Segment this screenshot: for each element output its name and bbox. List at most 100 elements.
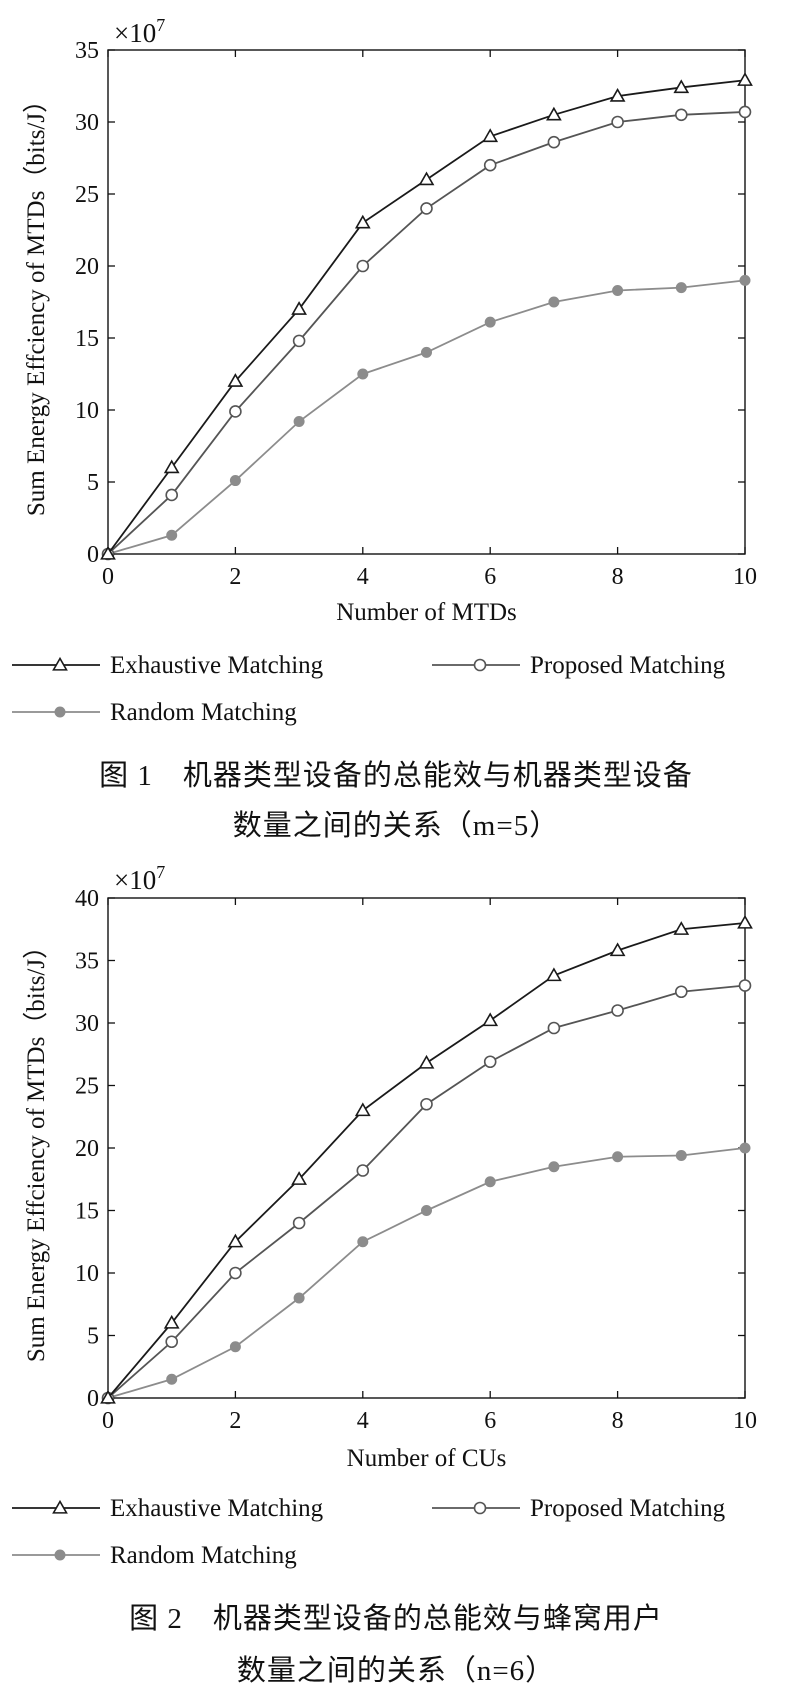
data-point [292,334,306,348]
x-tick-label: 0 [102,564,114,590]
figure-caption-line2: 数量之间的关系（m=5） [233,809,559,842]
legend-marker [54,1549,66,1561]
data-point [611,115,624,129]
data-point [166,1373,178,1385]
y-tick-label: 30 [75,1011,99,1037]
chart-1: 0 5 10 15 20 25 30 35 0 2 4 6 8 10 ×107 Number of MTDs S… [12,15,757,842]
data-point [612,284,624,296]
y-axis-label: Sum Energy Effciency of MTDs（bits/J） [22,88,50,516]
data-point [739,274,751,286]
x-tick-label: 8 [612,1408,624,1434]
x-tick-label: 4 [357,1408,369,1434]
y-tick-label: 15 [75,1199,99,1225]
data-point [354,1102,371,1117]
x-tick-label: 8 [612,564,624,590]
x-tick-label: 6 [484,564,496,590]
legend-marker [473,1501,487,1515]
y-tick-label: 40 [75,886,99,912]
data-point [421,346,432,358]
y-tick-label: 0 [87,542,99,568]
y-tick-label: 10 [75,398,99,424]
multiplier-exponent: 7 [156,15,165,35]
data-point [483,158,497,172]
axis-multiplier: ×107 [114,15,165,48]
y-axis-label: Sum Energy Effciency of MTDs（bits/J） [22,934,50,1362]
data-point [675,282,687,294]
data-point [227,373,244,387]
data-point [548,296,560,308]
data-point [482,128,499,143]
y-tick-label: 5 [87,1324,99,1350]
y-tick-label: 25 [75,1074,99,1100]
chart-2: 0 5 10 15 20 25 30 35 40 0 2 4 6 8 10 ×107 Number of CUs… [12,862,757,1687]
data-point [739,1142,751,1154]
x-tick-label: 2 [229,564,241,590]
legend-label: Exhaustive Matching [110,1495,324,1522]
x-tick-label: 10 [733,564,757,590]
data-point [675,1150,687,1161]
data-point [612,1151,624,1163]
y-tick-label: 0 [87,1386,99,1412]
data-point [354,214,371,229]
series-line [107,984,746,1399]
data-point [100,1389,116,1404]
y-tick-label: 10 [75,1261,99,1287]
data-point [293,1292,305,1304]
legend-label: Random Matching [110,699,297,726]
data-point [547,135,561,149]
x-tick-label: 6 [484,1408,496,1434]
data-point [418,1054,435,1069]
data-point [674,108,688,122]
legend-item: Exhaustive Matching [12,652,324,679]
legend: Exhaustive Matching Proposed Matching Rand… [12,1495,726,1569]
legend-item: Proposed Matching [432,652,726,679]
data-point [163,1314,180,1329]
data-point [165,1335,178,1349]
y-tick-label: 20 [75,1136,99,1162]
data-point [546,106,562,121]
data-point [420,202,433,215]
multiplier-exponent: 7 [156,862,165,882]
x-axis-label: Number of MTDs [336,599,517,626]
data-point [292,1216,306,1230]
legend-label: Random Matching [110,1542,297,1569]
data-point [356,259,370,273]
data-point [738,105,752,119]
data-point [484,316,496,328]
data-point [163,459,180,474]
multiplier-base: ×10 [114,865,156,895]
data-point [165,488,178,502]
legend-item: Random Matching [12,699,297,726]
series-line [107,279,746,555]
figure-caption-line1: 图 1 机器类型设备的总能效与机器类型设备 [99,759,693,792]
series-exhaustive-matching [100,72,753,560]
y-tick-label: 15 [75,326,99,352]
data-point [673,921,690,935]
multiplier-base: ×10 [114,18,156,48]
x-axis-label: Number of CUs [347,1445,507,1472]
data-point [609,942,626,957]
legend-label: Proposed Matching [530,1495,726,1522]
plot-frame [107,49,746,555]
legend: Exhaustive Matching Proposed Matching Rand… [12,652,726,726]
legend-marker [52,656,68,671]
series-proposed-matching [101,979,752,1405]
data-point [420,1097,433,1111]
data-point [738,979,752,992]
data-point [229,1341,241,1353]
figure-caption-line1: 图 2 机器类型设备的总能效与蜂窝用户 [129,1602,663,1635]
legend-label: Proposed Matching [530,652,726,679]
data-point [483,1055,497,1069]
data-point [673,79,690,94]
series-random-matching [102,1142,751,1404]
series-line [107,1147,746,1399]
legend-marker [54,706,66,718]
data-point [737,72,753,86]
x-tick-label: 2 [229,1408,241,1434]
data-point [357,1236,369,1248]
y-tick-label: 35 [75,949,99,975]
legend-item: Random Matching [12,1542,297,1569]
series-line [107,79,746,555]
legend-marker [52,1499,68,1514]
